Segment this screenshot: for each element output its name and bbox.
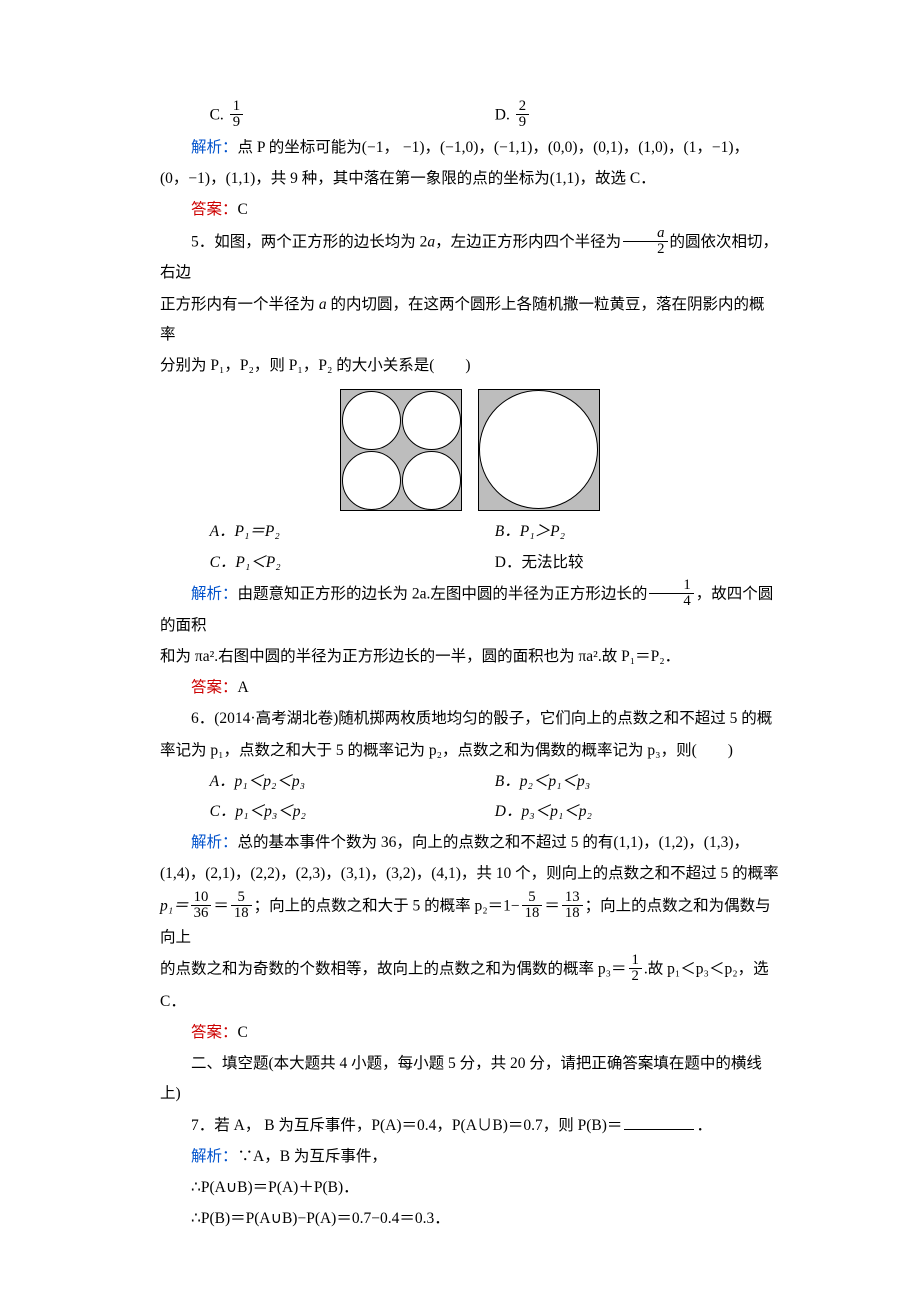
frac-a-2: a2 xyxy=(621,226,669,258)
explain-label: 解析： xyxy=(191,1148,238,1165)
explain-label: 解析： xyxy=(191,834,238,851)
circle-icon xyxy=(342,451,401,510)
q5-explain-2: 和为 πa².右图中圆的半径为正方形边长的一半，圆的面积也为 πa².故 P₁＝… xyxy=(160,642,780,672)
q6-explain-1: 解析：总的基本事件个数为 36，向上的点数之和不超过 5 的有(1,1)，(1,… xyxy=(160,828,780,858)
q5-stem-2: 正方形内有一个半径为 a 的内切圆，在这两个圆形上各随机撒一粒黄豆，落在阴影内的… xyxy=(160,290,780,350)
var-a: a xyxy=(427,233,435,250)
q6-option-C: C．p₁＜p₃＜p₂ xyxy=(210,797,495,827)
frac-10-36: 1036 xyxy=(189,890,214,922)
q5-explain-1: 解析：由题意知正方形的边长为 2a.左图中圆的半径为正方形边长的14，故四个圆的… xyxy=(160,579,780,641)
explain-label: 解析： xyxy=(191,585,238,602)
q7-line-3: ∴P(B)＝P(A∪B)−P(A)＝0.7−0.4＝0.3． xyxy=(160,1204,780,1234)
square-four-circles xyxy=(340,389,462,511)
q5-option-A: A．P₁＝P₂ xyxy=(210,517,495,547)
q6-option-D: D．p₃＜p₁＜p₂ xyxy=(495,797,780,827)
q5-option-B: B．P₁＞P₂ xyxy=(495,517,780,547)
q6-answer: 答案：C xyxy=(160,1018,780,1048)
q6-stem-1: 6．(2014·高考湖北卷)随机掷两枚质地均匀的骰子，它们向上的点数之和不超过 … xyxy=(160,704,780,734)
q6-explain-5: C． xyxy=(160,987,780,1017)
q4-answer: 答案：C xyxy=(160,195,780,225)
frac-1-9: 19 xyxy=(228,99,245,131)
answer-label: 答案： xyxy=(191,1024,238,1041)
explain-label: 解析： xyxy=(191,139,238,156)
q4-option-C: C. 19 xyxy=(210,100,495,132)
q6-explain-4: 的点数之和为奇数的个数相等，故向上的点数之和为偶数的概率 p₃＝12.故 p₁＜… xyxy=(160,954,780,986)
q4-options-row-2: C. 19 D. 29 xyxy=(160,100,780,132)
q7-line-2: ∴P(A∪B)＝P(A)＋P(B)． xyxy=(160,1173,780,1203)
q5-figure xyxy=(160,389,780,511)
q6-options-row1: A．p₁＜p₂＜p₃ B．p₂＜p₁＜p₃ xyxy=(160,767,780,797)
answer-label: 答案： xyxy=(191,679,238,696)
q6-explain-2: (1,4)，(2,1)，(2,2)，(2,3)，(3,1)，(3,2)，(4,1… xyxy=(160,859,780,889)
frac-5-18: 518 xyxy=(229,890,254,922)
section-2-title: 二、填空题(本大题共 4 小题，每小题 5 分，共 20 分，请把正确答案填在题… xyxy=(160,1049,780,1109)
q5-stem-1: 5．如图，两个正方形的边长均为 2a，左边正方形内四个半径为a2的圆依次相切，右… xyxy=(160,227,780,289)
q7-stem: 7．若 A， B 为互斥事件，P(A)＝0.4，P(A∪B)＝0.7，则 P(B… xyxy=(160,1111,780,1141)
frac-5-18b: 518 xyxy=(520,890,545,922)
var-a: a xyxy=(319,296,327,313)
square-one-circle xyxy=(478,389,600,511)
q5-options-row1: A．P₁＝P₂ B．P₁＞P₂ xyxy=(160,517,780,547)
q4-explain-1: 解析：点 P 的坐标可能为(−1， −1)，(−1,0)，(−1,1)，(0,0… xyxy=(160,133,780,163)
circle-icon xyxy=(479,390,598,509)
q6-options-row2: C．p₁＜p₃＜p₂ D．p₃＜p₁＜p₂ xyxy=(160,797,780,827)
q6-option-A: A．p₁＜p₂＜p₃ xyxy=(210,767,495,797)
frac-1-4: 14 xyxy=(647,578,695,610)
q5-option-C: C．P₁＜P₂ xyxy=(210,548,495,578)
q5-stem-3: 分别为 P₁，P₂，则 P₁，P₂ 的大小关系是( ) xyxy=(160,351,780,381)
q6-explain-3: p₁＝1036＝518；向上的点数之和大于 5 的概率 p₂＝1−518＝131… xyxy=(160,891,780,953)
q6-stem-2: 率记为 p₁，点数之和大于 5 的概率记为 p₂，点数之和为偶数的概率记为 p₃… xyxy=(160,736,780,766)
opt-label: C. xyxy=(210,107,228,124)
frac-13-18: 1318 xyxy=(560,890,585,922)
fill-blank xyxy=(624,1114,694,1130)
q6-option-B: B．p₂＜p₁＜p₃ xyxy=(495,767,780,797)
circle-icon xyxy=(402,451,461,510)
q5-option-D: D．无法比较 xyxy=(495,548,780,578)
frac-2-9: 29 xyxy=(514,99,531,131)
opt-label: D. xyxy=(495,107,514,124)
q5-options-row2: C．P₁＜P₂ D．无法比较 xyxy=(160,548,780,578)
frac-1-2: 12 xyxy=(627,953,644,985)
circle-icon xyxy=(342,391,401,450)
circle-icon xyxy=(402,391,461,450)
q4-option-D: D. 29 xyxy=(495,100,780,132)
q7-explain-1: 解析：∵A，B 为互斥事件， xyxy=(160,1142,780,1172)
q4-explain-2: (0，−1)，(1,1)，共 9 种，其中落在第一象限的点的坐标为(1,1)，故… xyxy=(160,164,780,194)
q5-answer: 答案：A xyxy=(160,673,780,703)
answer-label: 答案： xyxy=(191,201,238,218)
